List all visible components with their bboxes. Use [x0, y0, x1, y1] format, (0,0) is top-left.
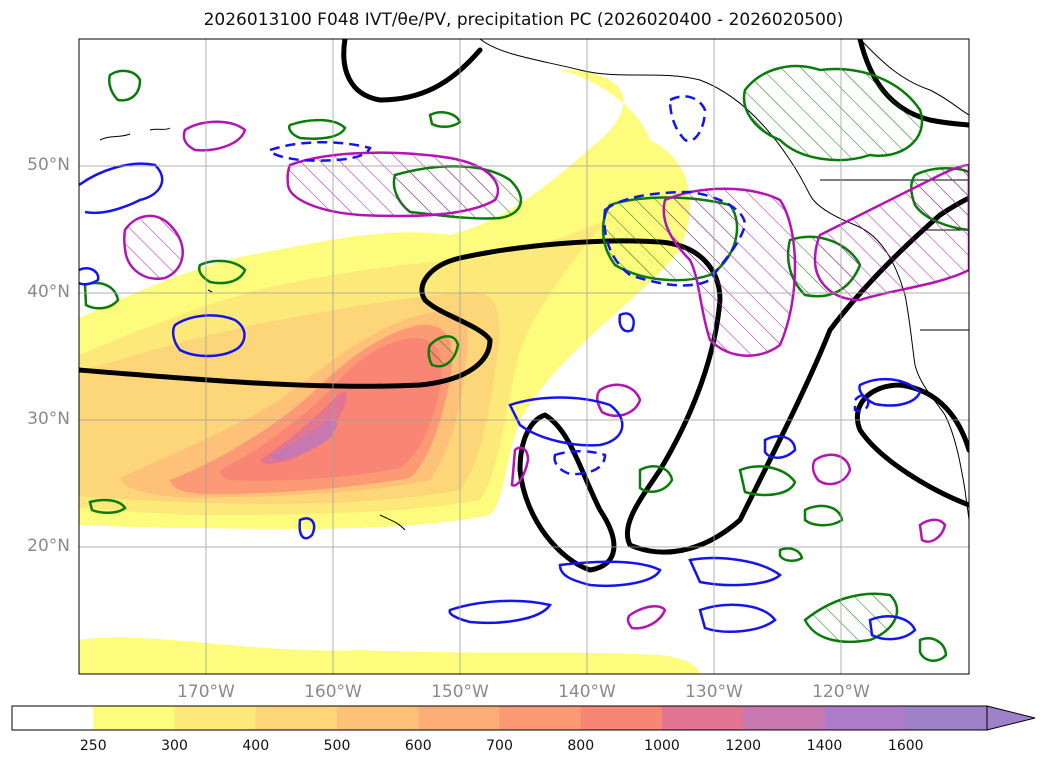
colorbar-tick-label: 250: [79, 738, 107, 754]
colorbar-cell: [174, 706, 257, 730]
colorbar-cell: [499, 706, 582, 730]
colorbar-tick-label: 400: [242, 738, 270, 754]
colorbar-cell: [418, 706, 500, 730]
coastline-islands: [99, 127, 406, 531]
colorbar-extend-arrow: [986, 705, 1036, 731]
lon-label-150w: 150°W: [431, 682, 489, 702]
colorbar-tick-label: 1400: [806, 738, 843, 754]
ivt-shading: [79, 70, 700, 674]
lon-label-140w: 140°W: [558, 682, 616, 702]
coastline-canada: [859, 39, 969, 116]
colorbar-frame: [11, 705, 988, 731]
colorbar-cell: [662, 706, 744, 730]
lon-label-170w: 170°W: [177, 682, 235, 702]
blue-contours: [79, 162, 922, 641]
colorbar-cell: [337, 706, 419, 730]
pv-contour-ne: [857, 39, 969, 128]
colorbar-tick-label: 700: [486, 738, 513, 754]
ivt-level-1200: [260, 391, 347, 464]
map-frame: [78, 38, 970, 675]
blue-contour-west: [79, 162, 164, 215]
green-small-contours: [83, 69, 948, 662]
map-title: 2026013100 F048 IVT/θe/PV, precipitation…: [203, 10, 844, 30]
coastline-alaska: [479, 39, 811, 196]
lat-label-30n: 30°N: [27, 409, 70, 429]
colorbar-tick-label: 600: [404, 738, 432, 754]
map-plot: [78, 38, 970, 675]
colorbar-cell: [743, 706, 825, 730]
lon-label-130w: 130°W: [685, 682, 743, 702]
colorbar-tick-label: 300: [161, 738, 188, 754]
ivt-level-250-south: [79, 637, 700, 674]
pv-contour-se: [854, 382, 969, 508]
magenta-contour-central: [286, 151, 500, 218]
lon-label-120w: 120°W: [812, 682, 870, 702]
colorbar-cell: [824, 706, 907, 730]
colorbar-tick-label: 1000: [644, 738, 680, 754]
lat-label-50n: 50°N: [27, 155, 70, 175]
lat-label-40n: 40°N: [27, 282, 70, 302]
colorbar-cell: [905, 706, 988, 730]
colorbar-cell: [580, 706, 663, 730]
magenta-contour-gulf: [662, 187, 797, 357]
colorbar-tick-label: 500: [323, 738, 351, 754]
green-contour-ne-coast: [742, 64, 924, 162]
colorbar-cell: [12, 706, 94, 730]
gridlines: [79, 39, 969, 674]
lon-label-160w: 160°W: [304, 682, 362, 702]
pv-contour-lobe: [517, 412, 617, 573]
lat-label-20n: 20°N: [27, 536, 70, 556]
colorbar-cell: [255, 706, 338, 730]
green-contour-mid-pacific: [427, 335, 460, 368]
magenta-small-contours: [182, 120, 947, 630]
magenta-precip-contours: [123, 151, 969, 357]
pv-contour-north: [341, 39, 483, 103]
colorbar-tick-label: 1200: [725, 738, 762, 754]
ivt-level-1400: [271, 419, 337, 460]
colorbar-tick-label: 1600: [887, 738, 924, 754]
colorbar-cell: [93, 706, 175, 730]
magenta-contour-west: [123, 214, 184, 281]
colorbar-tick-label: 800: [567, 738, 595, 754]
magenta-contour-coast: [813, 163, 969, 302]
blue-contour-west-2: [79, 267, 100, 286]
blue-dashed-contours: [268, 95, 870, 476]
